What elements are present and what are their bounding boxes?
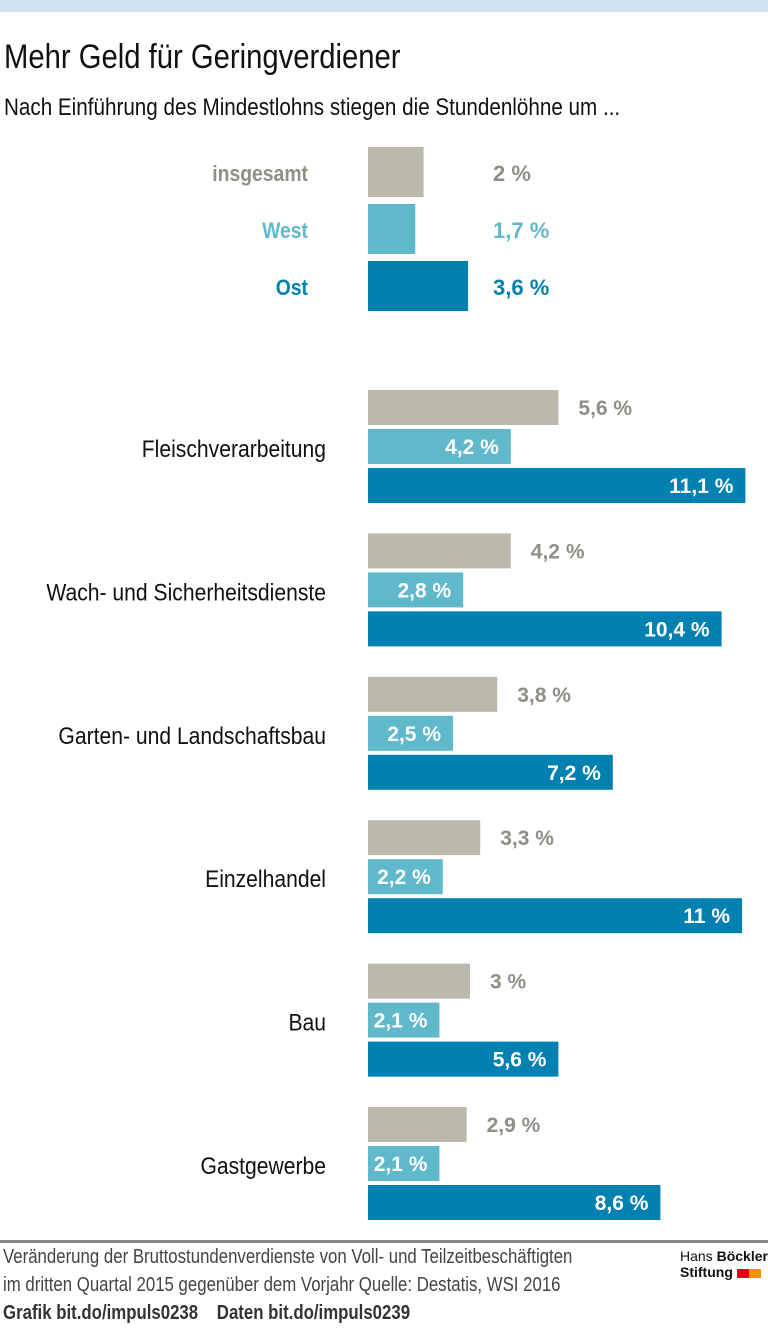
value-label: 2,9 % [487, 1114, 541, 1137]
bar-west [368, 859, 443, 895]
category-label: West [262, 219, 308, 243]
bar-west [368, 1002, 440, 1038]
logo-hans: Hans [680, 1248, 717, 1264]
category-label: Fleischverarbeitung [142, 436, 326, 463]
footer-links: Grafik bit.do/impuls0238 Daten bit.do/im… [3, 1302, 410, 1325]
bar-west [368, 715, 453, 751]
value-label: 1,7 % [493, 218, 549, 243]
category-label: Garten- und Landschaftsbau [58, 723, 326, 750]
category-label: Ost [276, 276, 308, 300]
category-label: Bau [288, 1009, 326, 1036]
hans-boeckler-logo: Hans Böckler Stiftung [680, 1248, 768, 1280]
value-label: 10,4 % [644, 618, 710, 641]
bar-west [368, 204, 416, 254]
bar-ost [368, 468, 746, 503]
value-label: 2,5 % [387, 723, 441, 746]
value-label: 2,8 % [397, 579, 451, 602]
value-label: 5,6 % [578, 397, 632, 420]
value-label: 11 % [683, 905, 730, 928]
category-label: Einzelhandel [205, 866, 326, 893]
category-label: Wach- und Sicherheitsdienste [46, 579, 326, 606]
value-label: 2,2 % [377, 866, 431, 889]
bar-insgesamt [368, 676, 498, 712]
value-label: 8,6 % [595, 1192, 649, 1215]
grafik-link[interactable]: Grafik bit.do/impuls0238 [3, 1302, 199, 1324]
value-label: 4,2 % [445, 436, 499, 459]
logo-red-square [736, 1268, 749, 1278]
value-label: 3,8 % [517, 684, 571, 707]
footer-note-1: Veränderung der Bruttostundenverdienste … [3, 1246, 573, 1268]
bar-ost [368, 754, 613, 790]
value-label: 2,1 % [374, 1010, 428, 1033]
top-bar [0, 0, 768, 12]
bar-insgesamt [368, 147, 424, 197]
chart-subtitle: Nach Einführung des Mindestlohns stiegen… [4, 94, 621, 121]
value-label: 2,1 % [374, 1153, 428, 1176]
footer-note-2: im dritten Quartal 2015 gegenüber dem Vo… [3, 1274, 561, 1296]
bar-ost [368, 611, 722, 647]
value-label: 5,6 % [493, 1049, 547, 1072]
chart-title: Mehr Geld für Geringverdiener [4, 38, 401, 76]
value-label: 3,3 % [500, 827, 554, 850]
bar-insgesamt [368, 963, 470, 999]
bar-insgesamt [368, 820, 481, 856]
category-label: insgesamt [212, 162, 308, 186]
bar-chart: insgesamt 2 % West 1,7 % Ost 3,6 % Fleischvera… [46, 147, 746, 1220]
bar-insgesamt [368, 533, 511, 569]
bar-ost [368, 1185, 661, 1220]
value-label: 2 % [493, 161, 531, 186]
bar-insgesamt [368, 1107, 467, 1142]
bar-west [368, 572, 464, 608]
value-label: 11,1 % [669, 475, 734, 498]
bar-ost [368, 1041, 559, 1077]
value-label: 7,2 % [547, 762, 601, 785]
bar-west [368, 429, 511, 464]
bar-ost [368, 898, 742, 934]
logo-boeckler: Böckler [716, 1248, 768, 1264]
bar-west [368, 1146, 440, 1181]
daten-link[interactable]: Daten bit.do/impuls0239 [216, 1302, 411, 1324]
logo-orange-square [748, 1268, 761, 1278]
footer-divider [0, 1240, 768, 1243]
bar-ost [368, 261, 469, 311]
value-label: 4,2 % [531, 540, 585, 563]
value-label: 3,6 % [493, 275, 549, 300]
value-label: 3 % [490, 971, 527, 994]
bar-insgesamt [368, 390, 559, 425]
logo-stiftung: Stiftung [680, 1264, 733, 1280]
category-label: Gastgewerbe [200, 1153, 326, 1180]
